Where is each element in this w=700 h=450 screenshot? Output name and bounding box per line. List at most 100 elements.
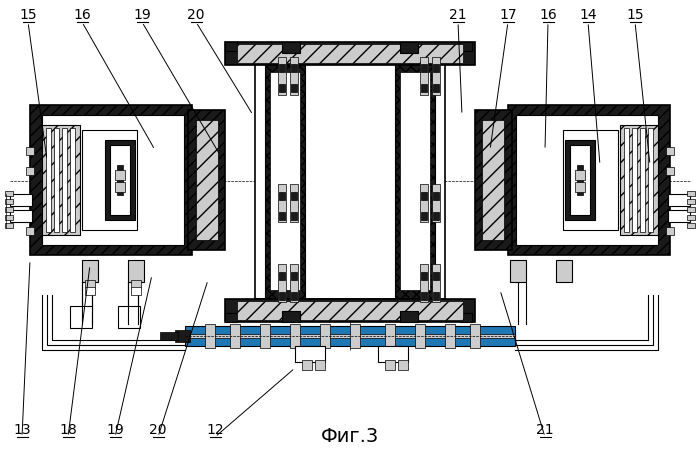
- Bar: [291, 192, 297, 200]
- Bar: [421, 84, 427, 92]
- Bar: [620, 125, 658, 235]
- Bar: [131, 280, 141, 288]
- Bar: [279, 212, 285, 220]
- Bar: [278, 57, 286, 95]
- Bar: [291, 84, 297, 92]
- Bar: [508, 105, 670, 255]
- Bar: [290, 57, 298, 95]
- Bar: [46, 128, 51, 232]
- Bar: [668, 194, 690, 206]
- Bar: [260, 324, 270, 348]
- Bar: [85, 287, 95, 295]
- Bar: [110, 145, 130, 215]
- Bar: [5, 191, 13, 196]
- Bar: [510, 260, 526, 282]
- Bar: [666, 227, 674, 235]
- Text: 16: 16: [539, 8, 557, 22]
- Bar: [282, 311, 300, 322]
- Bar: [70, 306, 92, 328]
- Bar: [26, 147, 34, 155]
- Bar: [577, 165, 583, 195]
- Bar: [282, 42, 300, 53]
- Bar: [400, 72, 430, 290]
- Bar: [291, 292, 297, 300]
- Bar: [237, 44, 463, 63]
- Bar: [54, 128, 59, 232]
- Bar: [265, 62, 305, 299]
- Bar: [350, 324, 360, 348]
- Bar: [632, 128, 637, 232]
- Bar: [131, 287, 141, 295]
- Bar: [640, 128, 645, 232]
- Bar: [433, 272, 439, 280]
- Bar: [421, 272, 427, 280]
- Bar: [105, 140, 135, 220]
- Bar: [279, 192, 285, 200]
- Bar: [185, 330, 515, 342]
- Bar: [400, 42, 418, 53]
- Bar: [278, 184, 286, 222]
- Bar: [432, 57, 440, 95]
- Bar: [421, 64, 427, 72]
- Bar: [237, 301, 463, 320]
- Bar: [10, 194, 32, 206]
- Bar: [575, 170, 585, 180]
- Bar: [470, 324, 480, 348]
- Bar: [420, 264, 428, 302]
- Bar: [42, 125, 80, 235]
- Bar: [279, 272, 285, 280]
- Bar: [400, 311, 418, 322]
- Bar: [668, 210, 690, 222]
- Bar: [290, 184, 298, 222]
- Bar: [279, 292, 285, 300]
- Bar: [295, 346, 325, 362]
- Bar: [421, 192, 427, 200]
- Text: 16: 16: [73, 8, 91, 22]
- Bar: [432, 184, 440, 222]
- Bar: [563, 130, 618, 230]
- Text: 21: 21: [536, 423, 554, 437]
- Bar: [687, 215, 695, 220]
- Bar: [290, 324, 300, 348]
- Bar: [556, 260, 572, 282]
- Bar: [433, 212, 439, 220]
- Bar: [475, 110, 512, 250]
- Bar: [117, 165, 123, 195]
- Bar: [62, 128, 67, 232]
- Bar: [482, 120, 504, 240]
- Text: 19: 19: [106, 423, 124, 437]
- Bar: [279, 84, 285, 92]
- Bar: [395, 62, 435, 299]
- Bar: [225, 299, 475, 322]
- Text: 20: 20: [188, 8, 204, 22]
- Bar: [460, 42, 472, 51]
- Text: 13: 13: [13, 423, 31, 437]
- Bar: [433, 64, 439, 72]
- Bar: [85, 280, 95, 288]
- Bar: [255, 62, 445, 299]
- Bar: [82, 130, 137, 230]
- Bar: [5, 223, 13, 228]
- Bar: [230, 324, 240, 348]
- Bar: [128, 260, 144, 282]
- Bar: [420, 57, 428, 95]
- Bar: [205, 324, 215, 348]
- Bar: [185, 334, 515, 338]
- Bar: [624, 128, 629, 232]
- Bar: [279, 64, 285, 72]
- Text: 15: 15: [19, 8, 37, 22]
- Text: 12: 12: [206, 423, 224, 437]
- Bar: [5, 199, 13, 204]
- Bar: [5, 215, 13, 220]
- Bar: [5, 207, 13, 212]
- Bar: [82, 260, 98, 282]
- Bar: [115, 182, 125, 192]
- Bar: [398, 360, 408, 370]
- Text: 17: 17: [499, 8, 517, 22]
- Bar: [42, 115, 184, 245]
- Bar: [175, 330, 190, 342]
- Bar: [687, 191, 695, 196]
- Bar: [185, 326, 515, 346]
- Bar: [302, 360, 312, 370]
- Bar: [225, 42, 475, 65]
